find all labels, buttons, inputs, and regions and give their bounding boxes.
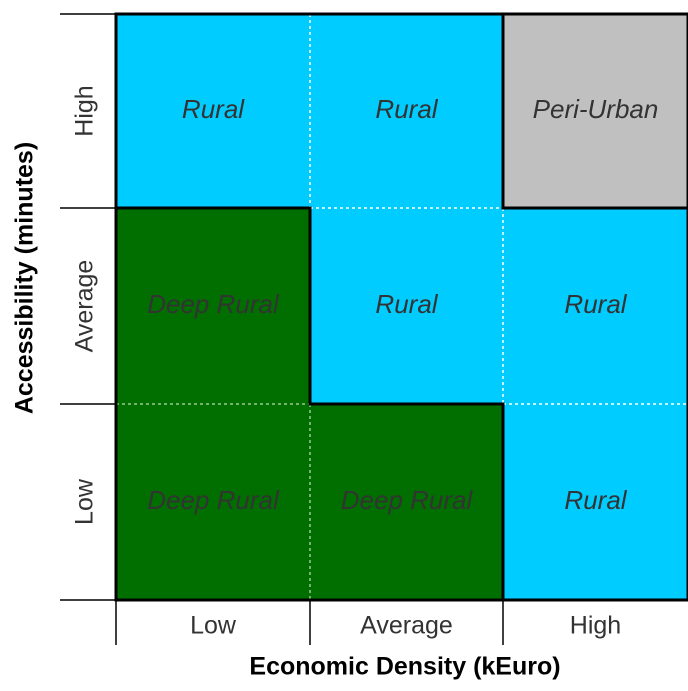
x-ticks <box>115 600 504 645</box>
dotted-dividers <box>116 14 688 600</box>
cell-label: Deep Rural <box>147 485 280 515</box>
x-tick-label: Low <box>190 612 237 640</box>
divider <box>116 403 311 600</box>
cell <box>503 208 688 404</box>
cell-label: Rural <box>375 289 438 319</box>
cell-label: Rural <box>564 485 627 515</box>
divider <box>310 207 688 405</box>
cell-label: Deep Rural <box>341 485 474 515</box>
cell <box>310 208 503 404</box>
region-border <box>116 206 505 600</box>
x-tick-label: Average <box>360 612 453 640</box>
cell-label: Rural <box>375 94 438 124</box>
y-tick-label: Low <box>71 478 99 525</box>
cell <box>503 404 688 600</box>
cell <box>310 404 503 600</box>
y-tick-label: Average <box>71 260 99 353</box>
x-axis-title: Economic Density (kEuro) <box>249 653 560 681</box>
cell-label: Peri-Urban <box>533 94 659 124</box>
cell <box>116 14 310 208</box>
y-axis-title: Accessibility (minutes) <box>11 142 39 414</box>
region-border <box>501 14 688 210</box>
y-ticks <box>60 13 116 601</box>
cell <box>116 208 310 404</box>
y-tick-label: High <box>71 85 99 136</box>
cell <box>503 14 688 208</box>
x-tick-label: High <box>570 612 621 640</box>
cell-label: Rural <box>564 289 627 319</box>
cell-label: Deep Rural <box>147 289 280 319</box>
cell-label: Rural <box>182 94 245 124</box>
axis-ticks <box>60 13 504 645</box>
cell <box>310 14 503 208</box>
cells: Rural Rural Peri-Urban Deep Rural Rural Rural… <box>116 14 688 600</box>
cell <box>116 404 310 600</box>
